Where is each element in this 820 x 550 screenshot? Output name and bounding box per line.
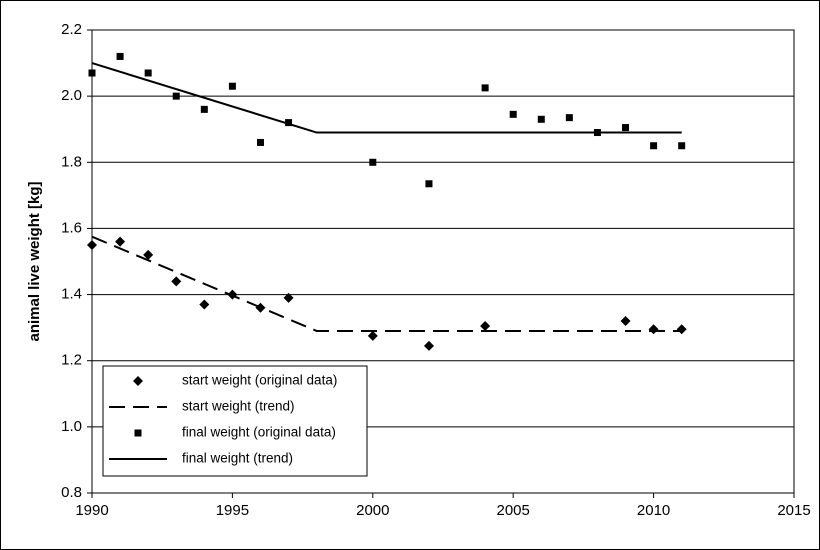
final-weight-point [481,84,489,92]
legend-entry: start weight (trend) [109,399,295,414]
start-weight-point [87,239,97,250]
y-tick-label: 2.0 [61,87,82,104]
legend-entry: start weight (original data) [133,373,337,388]
final-weight-point [172,92,180,100]
start-weight-point [620,316,631,327]
final-weight-point [509,110,517,118]
y-axis-title: animal live weight [kg] [26,181,43,341]
final-weight-point [256,138,264,146]
final-weight-trend-line [91,62,682,134]
start-weight-point [480,320,491,331]
legend-swatch-square [134,429,142,437]
plot-area [91,29,795,494]
final-weight-point [88,69,96,77]
legend-entry: final weight (original data) [134,425,336,440]
final-weight-point [144,69,152,77]
final-weight-point [228,82,236,90]
legend-label: final weight (original data) [182,425,336,440]
x-tick-label: 2000 [356,502,389,519]
final-weight-point [565,114,573,122]
y-tick-label: 1.6 [61,219,82,236]
series-1 [91,235,682,332]
final-weight-point [678,142,686,150]
legend: start weight (original data) start weight… [102,365,368,477]
legend-label: final weight (trend) [182,451,293,466]
y-tick-label: 2.2 [61,21,82,38]
x-tick-label: 2005 [497,502,530,519]
start-weight-point [367,330,378,341]
start-weight-trend-line [91,235,682,332]
start-weight-point [423,340,434,351]
final-weight-point [285,119,293,127]
x-tick-label: 2010 [637,502,670,519]
legend-entry: final weight (trend) [109,451,293,466]
legend-swatch-diamond [133,376,143,386]
legend-box [102,365,368,477]
legend-label: start weight (trend) [182,399,295,414]
y-tick-label: 1.4 [61,286,82,303]
final-weight-point [369,158,377,166]
axes: 0.8 1.0 1.2 1.4 1.6 1.8 2.0 2.2 1990 1995 2000 2005… [61,21,811,519]
legend-label: start weight (original data) [182,373,337,388]
final-weight-point [425,180,433,188]
start-weight-point [283,292,294,303]
start-weight-point [143,249,154,260]
start-weight-point [171,276,182,287]
y-tick-label: 1.2 [61,352,82,369]
series-3 [91,62,682,134]
start-weight-point [115,236,126,247]
final-weight-point [537,115,545,123]
series [87,52,687,351]
y-tick-label: 1.0 [61,418,82,435]
final-weight-point [200,105,208,113]
final-weight-point [650,142,658,150]
final-weight-point [622,124,630,132]
x-tick-label: 2015 [777,502,810,519]
y-tick-label: 1.8 [61,153,82,170]
y-tick-label: 0.8 [61,484,82,501]
x-tick-label: 1995 [216,502,249,519]
start-weight-point [199,299,210,310]
x-tick-label: 1990 [75,502,108,519]
final-weight-point [116,52,124,60]
